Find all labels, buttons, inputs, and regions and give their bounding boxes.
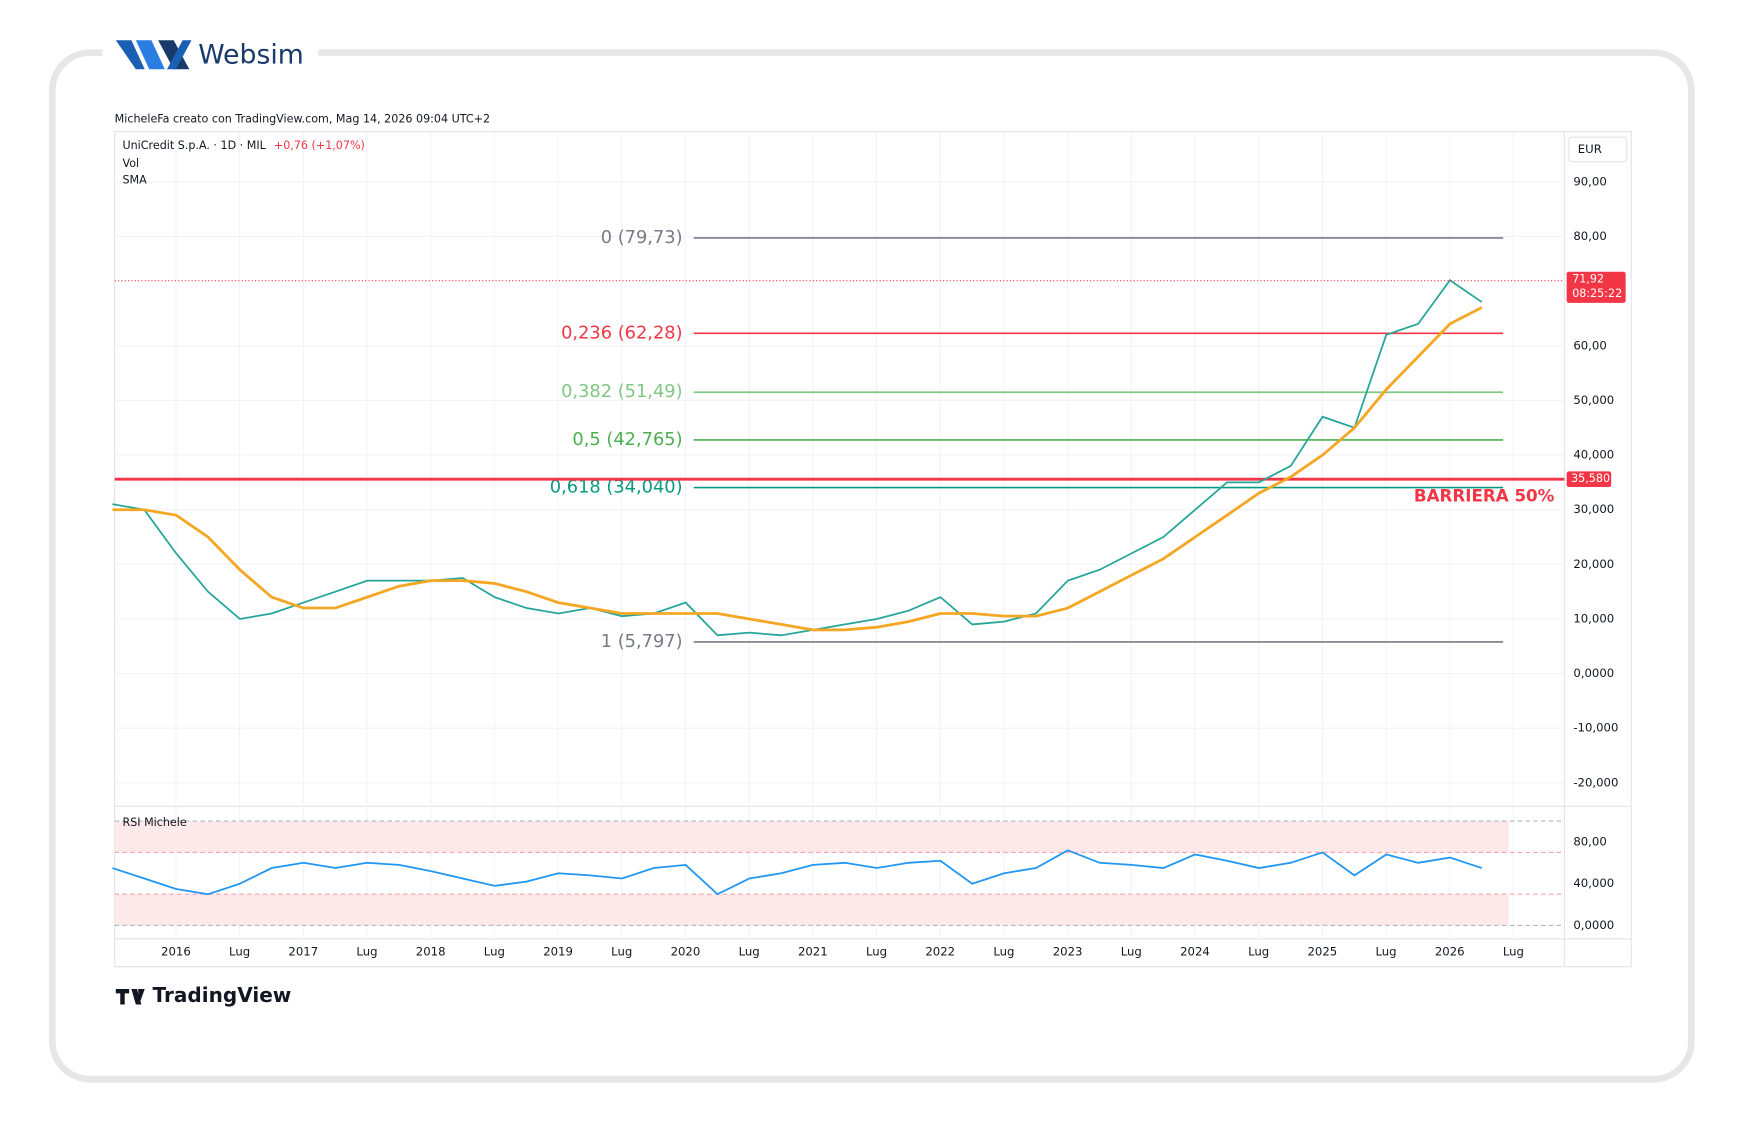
y-tick-label: 40,000 (1573, 448, 1614, 462)
x-tick-label: Lug (1503, 945, 1524, 959)
y-tick-label: 0,0000 (1573, 666, 1614, 680)
x-tick-label: 2017 (288, 945, 318, 959)
rsi-zone (114, 821, 1509, 853)
y-tick-label: 20,000 (1573, 557, 1614, 571)
x-tick-label: Lug (484, 945, 505, 959)
x-tick-label: 2026 (1435, 945, 1465, 959)
x-tick-label: 2018 (416, 945, 446, 959)
price-badge (1566, 271, 1626, 303)
x-tick-label: 2024 (1180, 945, 1210, 959)
barrier-text: BARRIERA 50% (1414, 486, 1555, 506)
y-tick-label: 60,00 (1573, 338, 1606, 352)
x-tick-label: 2023 (1053, 945, 1083, 959)
x-tick-label: Lug (866, 945, 887, 959)
series-line (112, 306, 1483, 632)
x-tick-label: 2021 (798, 945, 828, 959)
last-price-label: 71,92 (1572, 273, 1604, 286)
y-tick-label: 50,000 (1573, 393, 1614, 407)
series-line (112, 279, 1483, 637)
frame (48, 49, 1695, 1083)
x-tick-label: Lug (739, 945, 760, 959)
fib-label: 0,618 (34,040) (550, 477, 683, 498)
x-tick-label: Lug (356, 945, 377, 959)
y-tick-label: -10,000 (1573, 721, 1618, 735)
countdown: 08:25:22 (1572, 287, 1622, 300)
logo-mark (115, 40, 192, 70)
fib-label: 0 (79,73) (601, 227, 683, 248)
rsi-title: RSI Michele (122, 816, 186, 829)
x-tick-label: 2022 (925, 945, 955, 959)
fib-label: 0,382 (51,49) (561, 381, 682, 402)
y-tick-label: 90,00 (1573, 174, 1606, 188)
x-tick-label: 2016 (161, 945, 191, 959)
symbol-title: UniCredit S.p.A. · 1D · MIL (122, 139, 266, 152)
fib-label: 0,5 (42,765) (572, 429, 682, 450)
fib-label: 0,236 (62,28) (561, 322, 682, 343)
brand: Websim (198, 39, 304, 70)
header: MicheleFa creato con TradingView.com, Ma… (115, 112, 490, 125)
y-tick-label: 30,000 (1573, 502, 1614, 516)
chart-border (114, 131, 1632, 968)
footer-logo (115, 988, 145, 1005)
x-tick-label: Lug (229, 945, 250, 959)
y-tick-label: 10,000 (1573, 611, 1614, 625)
x-tick-label: Lug (1248, 945, 1269, 959)
fib-label: 1 (5,797) (601, 631, 683, 652)
indicator: Vol (122, 157, 139, 170)
series-line (112, 849, 1483, 896)
barrier-label: 35,580 (1571, 472, 1610, 485)
x-tick-label: Lug (611, 945, 632, 959)
y-tick-label: 80,00 (1573, 834, 1606, 848)
x-tick-label: 2020 (671, 945, 701, 959)
x-tick-label: Lug (1121, 945, 1142, 959)
y-tick-label: -20,000 (1573, 775, 1618, 789)
y-tick-label: 80,00 (1573, 229, 1606, 243)
x-tick-label: 2019 (543, 945, 573, 959)
footer-brand: TradingView (153, 983, 292, 1007)
currency-box[interactable] (1568, 136, 1628, 163)
indicator: SMA (122, 174, 147, 187)
x-tick-label: Lug (993, 945, 1014, 959)
y-tick-label: 40,000 (1573, 876, 1614, 890)
x-tick-label: Lug (1375, 945, 1396, 959)
barrier-badge (1566, 471, 1612, 487)
x-tick-label: 2025 (1307, 945, 1337, 959)
change: +0,76 (+1,07%) (274, 139, 365, 152)
y-tick-label: 0,0000 (1573, 918, 1614, 932)
rsi-zone (114, 894, 1509, 926)
currency[interactable]: EUR (1578, 142, 1602, 156)
